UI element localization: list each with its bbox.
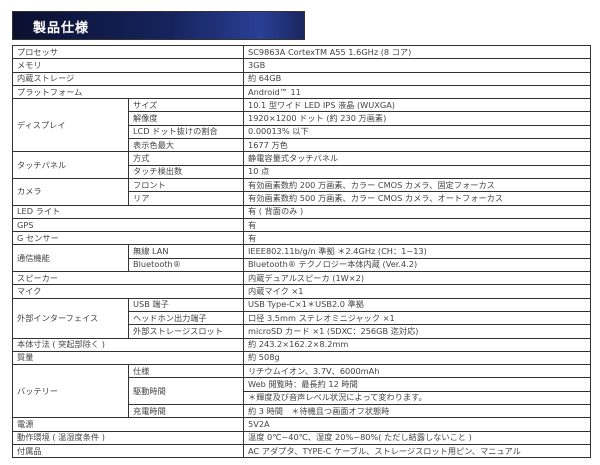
spec-label: 付属品: [11, 443, 245, 459]
table-row: Bluetooth® Bluetooth® テクノロジー本体内蔵 (Ver.4.2…: [13, 257, 592, 273]
spec-sublabel: Bluetooth®: [127, 257, 245, 273]
spec-label: カメラ: [12, 177, 129, 206]
spec-value: 内蔵マイク ×1: [243, 284, 592, 299]
spec-value: 0.00013% 以下: [243, 124, 592, 140]
spec-value: 有効画素数約 200 万画素、カラー CMOS カメラ、固定フォーカス: [243, 177, 592, 193]
table-row: カメラ フロント 有効画素数約 200 万画素、カラー CMOS カメラ、固定フォー…: [12, 177, 592, 206]
table-row: バッテリー 仕様 リチウムイオン、3.7V、6000mAh: [12, 364, 592, 419]
spec-value: 有: [243, 231, 592, 246]
spec-label: 電源: [11, 417, 245, 432]
table-row: G センサー有: [11, 231, 592, 246]
table-row: メモリ 3GB: [11, 58, 592, 73]
table-row: GPS 有: [11, 217, 592, 233]
spec-value: 有 ( 背面のみ ): [243, 204, 592, 219]
spec-sublabel: リア: [127, 191, 245, 206]
spec-label: バッテリー: [12, 364, 129, 419]
table-row: LCD ドット抜けの割合 0.00013% 以下: [13, 124, 592, 140]
spec-value: microSD カード ×1 (SDXC：256GB 迄対応): [243, 324, 592, 339]
table-row: 内蔵ストレージ約 64GB: [11, 71, 592, 86]
table-row: 電源 5V2A: [11, 417, 592, 432]
spec-value: IEEE802.11b/g/n 準拠 ＊2.4GHz (CH：1~13): [243, 244, 592, 259]
spec-label: 本体寸法 ( 突起部除く ): [11, 337, 245, 352]
spec-value: Bluetooth® テクノロジー本体内蔵 (Ver.4.2): [243, 257, 592, 273]
spec-sublabel: 充電時間: [127, 404, 245, 419]
spec-label: スピーカー: [11, 271, 245, 286]
spec-label: プラットフォーム: [11, 84, 245, 100]
spec-value: SC9863A CortexTM A55 1.6GHz (8 コア): [243, 44, 592, 60]
spec-value: 5V2A: [243, 417, 592, 432]
spec-value: 約 508g: [243, 350, 592, 366]
spec-value: 約 243.2×162.2×8.2mm: [243, 337, 592, 352]
spec-value: 10 点: [243, 164, 592, 179]
spec-value: 有: [243, 217, 592, 233]
table-row: マイク 内蔵マイク ×1: [11, 284, 592, 299]
table-row: プラットフォーム Android™ 11: [11, 84, 592, 100]
spec-sublabel: 外部ストレージスロット: [127, 324, 245, 339]
spec-sublabel: タッチ検出数: [127, 164, 245, 179]
spec-label: G センサー: [11, 231, 245, 246]
spec-sublabel: ヘッドホン出力端子: [127, 310, 245, 326]
spec-sublabel: サイズ: [127, 98, 245, 113]
table-row: 動作環境 ( 温湿度条件 ) 温度 0℃~40℃、湿度 20%~80%( ただし結…: [11, 430, 592, 445]
spec-label: ディスプレイ: [12, 98, 129, 153]
section-header: 製品仕様: [12, 11, 305, 40]
spec-label: タッチパネル: [12, 151, 129, 179]
spec-label: 質量: [11, 350, 245, 366]
spec-sublabel: 方式: [127, 151, 245, 166]
spec-value: 温度 0℃~40℃、湿度 20%~80%( ただし結露しないこと ): [243, 430, 592, 445]
spec-label: 外部インターフェイス: [12, 297, 129, 339]
spec-label: 通信機能: [12, 244, 129, 273]
table-row: 外部ストレージスロット microSD カード ×1 (SDXC：256GB 迄対…: [13, 324, 592, 339]
table-row: スピーカー 内蔵デュアルスピーカ (1W×2): [11, 271, 592, 286]
spec-label: GPS: [11, 217, 245, 233]
spec-value: Web 閲覧時：最長約 12 時間: [243, 377, 592, 392]
spec-sublabel: フロント: [127, 177, 245, 193]
spec-value: 約 64GB: [243, 71, 592, 86]
spec-value: リチウムイオン、3.7V、6000mAh: [243, 364, 592, 379]
table-row: プロセッサ SC9863A CortexTM A55 1.6GHz (8 コア): [11, 44, 592, 60]
spec-sublabel: USB 端子: [127, 297, 245, 312]
table-row: 付属品 AC アダプタ、TYPE-C ケーブル、ストレージスロット用ピン、マニュア…: [11, 443, 592, 459]
table-row: リア 有効画素数約 500 万画素、カラー CMOS カメラ、オートフォーカス: [13, 191, 592, 206]
spec-value: 約 3 時間 ＊待機且つ画面オフ状態時: [243, 404, 592, 419]
table-row: 外部インターフェイス USB 端子 USB Type-C×1＊USB2.0 準拠: [12, 297, 592, 339]
spec-value: 1920×1200 ドット (約 230 万画素): [243, 111, 592, 126]
spec-table: プロセッサ SC9863A CortexTM A55 1.6GHz (8 コア) メ…: [11, 44, 592, 459]
spec-label: マイク: [11, 284, 245, 299]
spec-value: 10.1 型ワイド LED IPS 液晶 (WUXGA): [243, 98, 592, 113]
spec-value: 1677 万色: [243, 138, 592, 153]
spec-value: Android™ 11: [243, 84, 592, 100]
spec-sublabel: LCD ドット抜けの割合: [127, 124, 245, 140]
table-row: 駆動時間 Web 閲覧時：最長約 12 時間: [13, 377, 592, 406]
spec-value: ＊輝度及び音声レベル状況によって変わります。: [243, 390, 592, 406]
spec-value: AC アダプタ、TYPE-C ケーブル、ストレージスロット用ピン、マニュアル: [243, 443, 592, 459]
table-row: 通信機能 無線 LAN IEEE802.11b/g/n 準拠 ＊2.4GHz (CH…: [12, 244, 592, 273]
table-row: 質量約 508g: [11, 350, 592, 366]
spec-value: 3GB: [243, 58, 592, 73]
section-title: 製品仕様: [33, 21, 90, 36]
spec-sublabel: 無線 LAN: [127, 244, 245, 259]
spec-label: 内蔵ストレージ: [11, 71, 245, 86]
table-row: LED ライト有 ( 背面のみ ): [11, 204, 592, 219]
spec-value: 有効画素数約 500 万画素、カラー CMOS カメラ、オートフォーカス: [243, 191, 592, 206]
spec-sublabel: 仕様: [127, 364, 245, 379]
table-row: 本体寸法 ( 突起部除く ) 約 243.2×162.2×8.2mm: [11, 337, 592, 352]
spec-sublabel: 表示色最大: [127, 138, 245, 153]
spec-label: LED ライト: [11, 204, 245, 219]
spec-sublabel: 解像度: [127, 111, 245, 126]
table-row: タッチパネル 方式 静電容量式タッチパネル: [12, 151, 592, 179]
spec-value: 口径 3.5mm ステレオミニジャック ×1: [243, 310, 592, 326]
spec-label: メモリ: [11, 58, 245, 73]
spec-label: プロセッサ: [11, 44, 245, 60]
spec-value: 静電容量式タッチパネル: [243, 151, 592, 166]
spec-sublabel: 駆動時間: [127, 377, 245, 406]
spec-label: 動作環境 ( 温湿度条件 ): [11, 430, 245, 445]
table-row: ディスプレイ サイズ 10.1 型ワイド LED IPS 液晶 (WUXGA): [12, 98, 592, 153]
spec-value: USB Type-C×1＊USB2.0 準拠: [243, 297, 592, 312]
spec-value: 内蔵デュアルスピーカ (1W×2): [243, 271, 592, 286]
